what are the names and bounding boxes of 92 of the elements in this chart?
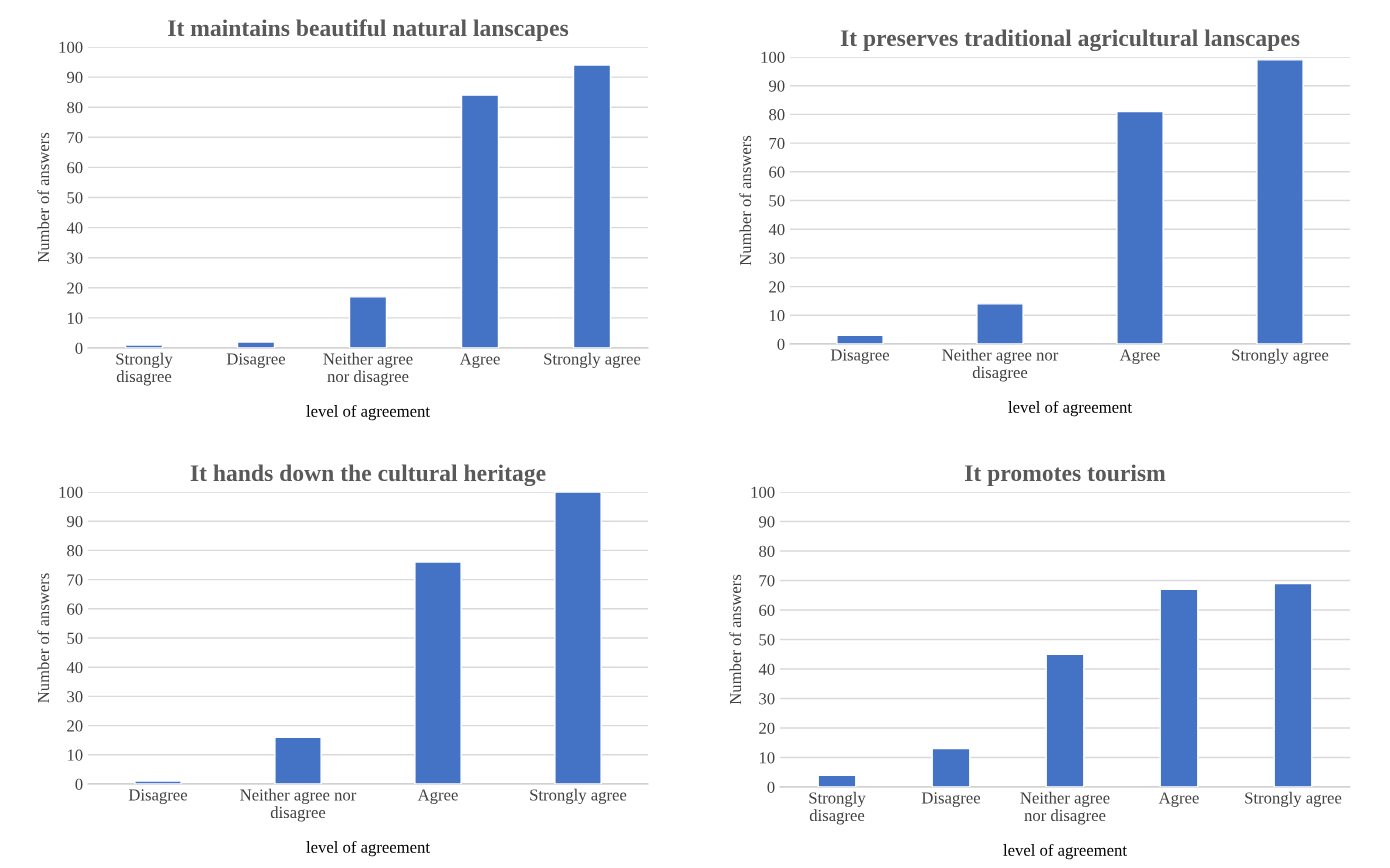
bar bbox=[1159, 588, 1199, 787]
y-tick-label: 0 bbox=[777, 338, 785, 350]
bar bbox=[931, 747, 971, 787]
y-tick-label: 10 bbox=[759, 752, 775, 764]
x-tick-label: Agree bbox=[417, 789, 458, 804]
y-tick-label: 40 bbox=[66, 661, 83, 674]
y-tick-label: 70 bbox=[759, 575, 775, 587]
y-tick-label: 90 bbox=[67, 71, 83, 84]
x-tick-label: Strongly disagree bbox=[809, 791, 866, 825]
y-axis-title: Number of answers bbox=[729, 574, 742, 705]
y-tick-label: 10 bbox=[769, 310, 785, 322]
y-axis-title: Number of answers bbox=[739, 135, 752, 266]
y-tick-label: 50 bbox=[67, 632, 83, 644]
y-tick-label: 80 bbox=[67, 545, 83, 557]
y-tick-label: 20 bbox=[769, 281, 785, 293]
y-tick-label: 90 bbox=[769, 80, 785, 92]
y-tick-label: 40 bbox=[768, 223, 785, 236]
x-axis-title: level of agreement bbox=[1008, 400, 1132, 417]
y-tick-label: 100 bbox=[761, 51, 785, 63]
x-tick-label: Strongly agree bbox=[1232, 348, 1329, 365]
bar bbox=[976, 303, 1024, 344]
y-tick-label: 90 bbox=[759, 516, 775, 528]
y-tick-label: 30 bbox=[67, 691, 83, 703]
y-axis-title: Number of answers bbox=[37, 573, 50, 703]
y-tick-label: 60 bbox=[759, 604, 775, 616]
chart-title: It preserves traditional agricultural lanscapes bbox=[840, 29, 1300, 52]
x-tick-label: Disagree bbox=[226, 353, 286, 368]
y-tick-label: 70 bbox=[67, 132, 83, 144]
y-tick-label: 50 bbox=[67, 192, 83, 204]
y-tick-label: 0 bbox=[75, 778, 83, 790]
bar bbox=[572, 64, 612, 348]
bar bbox=[836, 334, 884, 344]
bar bbox=[274, 736, 322, 784]
x-tick-label: Agree bbox=[1119, 349, 1160, 364]
x-tick-label: Agree bbox=[459, 353, 500, 368]
y-tick-label: 50 bbox=[759, 634, 775, 646]
bar bbox=[1273, 582, 1313, 787]
y-tick-label: 80 bbox=[67, 101, 83, 114]
x-tick-label: Neither agree nor disagree bbox=[1020, 791, 1110, 825]
y-tick-label: 20 bbox=[67, 282, 83, 294]
bar bbox=[1045, 653, 1085, 787]
x-tick-label: Strongly agree bbox=[544, 352, 641, 369]
x-tick-label: Neither agree nor disagree bbox=[323, 352, 413, 386]
x-axis-title: level of agreement bbox=[306, 404, 430, 421]
y-tick-label: 90 bbox=[67, 515, 83, 528]
y-tick-label: 10 bbox=[67, 312, 83, 324]
y-tick-label: 100 bbox=[751, 486, 775, 498]
y-tick-label: 70 bbox=[769, 137, 785, 150]
x-tick-label: Disagree bbox=[830, 349, 890, 364]
y-tick-label: 80 bbox=[769, 109, 785, 121]
bar bbox=[124, 344, 164, 348]
bar bbox=[460, 94, 500, 348]
x-tick-label: Strongly agree bbox=[530, 788, 627, 805]
x-axis-title: level of agreement bbox=[306, 840, 430, 857]
y-tick-label: 60 bbox=[769, 166, 785, 178]
x-tick-label: Disagree bbox=[921, 792, 981, 807]
y-tick-label: 100 bbox=[59, 486, 83, 498]
x-axis-title: level of agreement bbox=[1003, 843, 1127, 860]
y-tick-label: 20 bbox=[759, 722, 775, 734]
x-tick-label: Strongly agree bbox=[1245, 791, 1342, 808]
bar bbox=[236, 341, 276, 348]
y-tick-label: 60 bbox=[67, 603, 83, 615]
y-tick-label: 30 bbox=[769, 252, 785, 264]
chart-title: It maintains beautiful natural lanscapes bbox=[168, 19, 569, 41]
bar bbox=[817, 774, 857, 787]
y-tick-label: 40 bbox=[66, 222, 83, 234]
y-tick-label: 0 bbox=[75, 342, 83, 354]
y-tick-label: 20 bbox=[67, 720, 83, 732]
chart-title: It hands down the cultural heritage bbox=[190, 464, 546, 487]
x-tick-label: Neither agree nor disagree bbox=[942, 348, 1059, 382]
x-tick-label: Neither agree nor disagree bbox=[240, 788, 357, 822]
bar bbox=[414, 561, 462, 784]
bar bbox=[348, 296, 388, 348]
y-tick-label: 40 bbox=[758, 663, 775, 675]
y-tick-label: 70 bbox=[67, 574, 83, 586]
bar bbox=[554, 492, 602, 784]
chart-title: It promotes tourism bbox=[965, 464, 1166, 486]
bar bbox=[134, 780, 182, 784]
y-tick-label: 80 bbox=[759, 545, 775, 557]
bar bbox=[1116, 110, 1164, 344]
y-tick-label: 10 bbox=[67, 749, 83, 761]
y-tick-label: 100 bbox=[59, 41, 83, 53]
x-tick-label: Strongly disagree bbox=[116, 352, 173, 386]
y-tick-label: 30 bbox=[759, 693, 775, 705]
y-tick-label: 30 bbox=[67, 252, 83, 264]
bar bbox=[1256, 59, 1304, 344]
y-tick-label: 0 bbox=[767, 781, 775, 793]
x-tick-label: Disagree bbox=[128, 789, 188, 804]
y-tick-label: 60 bbox=[67, 162, 83, 174]
y-axis-title: Number of answers bbox=[37, 132, 50, 263]
x-tick-label: Agree bbox=[1158, 792, 1199, 807]
y-tick-label: 50 bbox=[769, 195, 785, 207]
